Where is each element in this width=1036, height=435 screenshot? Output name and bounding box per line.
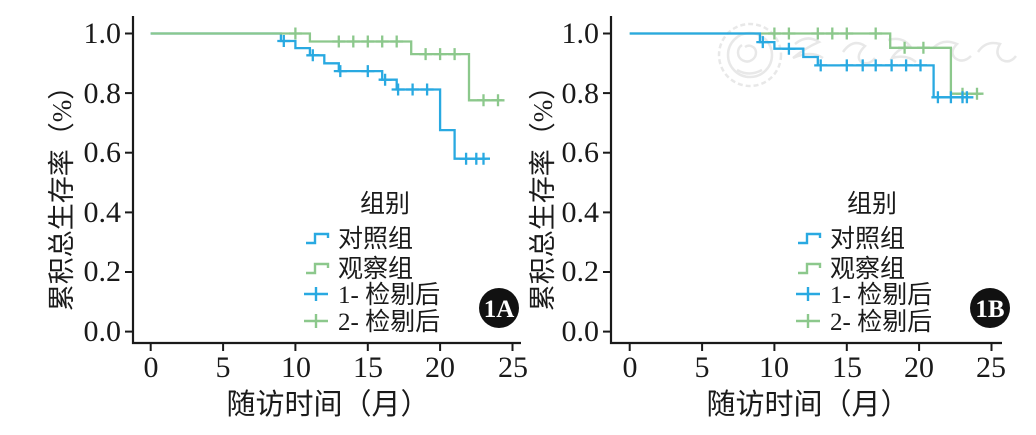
x-tick-label: 15	[832, 351, 862, 384]
legend-step-control-icon	[306, 232, 330, 245]
y-tick-label: 0.8	[562, 77, 600, 110]
y-tick-label: 1.0	[562, 17, 600, 50]
watermark-seal-icon	[717, 22, 1017, 88]
legend-label-control: 对照组	[830, 225, 905, 253]
y-tick-label: 0.0	[562, 315, 600, 348]
y-tick-label: 0.4	[562, 196, 600, 229]
axes-1A	[125, 16, 521, 351]
legend-1B: 组别 对照组 观察组 1- 检剔后 2- 检剔后	[796, 190, 932, 336]
legend-label-censored-2: 2- 检剔后	[338, 308, 440, 336]
legend-plus-control-icon	[304, 287, 328, 301]
x-tick-label: 5	[695, 351, 710, 384]
censor-marks-control	[277, 35, 490, 165]
x-tick-label: 0	[144, 351, 159, 384]
x-axis-title: 随访时间（月）	[226, 388, 429, 421]
x-tick-label: 15	[353, 351, 383, 384]
x-tick-label: 10	[759, 351, 789, 384]
legend-step-observation-icon	[798, 262, 822, 275]
x-tick-label: 25	[498, 351, 528, 384]
y-tick-label: 0.6	[84, 136, 122, 169]
x-tick-label: 5	[216, 351, 231, 384]
panel-badge-1A: 1A	[479, 288, 519, 328]
survival-curves-1B	[629, 27, 984, 104]
x-axis-title: 随访时间（月）	[706, 388, 909, 421]
km-curve-control	[150, 32, 487, 160]
legend-1A: 组别 对照组 观察组 1- 检剔后 2- 检剔后	[304, 190, 440, 336]
badge-circle	[479, 288, 519, 328]
legend-step-observation-icon	[306, 262, 330, 275]
x-tick-label: 25	[976, 351, 1006, 384]
legend-title: 组别	[360, 190, 410, 218]
axis-spines	[131, 16, 521, 345]
y-axis-title: 累积总生存率（%）	[528, 73, 558, 312]
x-tick-label: 20	[425, 351, 455, 384]
y-tick-label: 1.0	[84, 17, 122, 50]
panel-badge-1B: 1B	[970, 288, 1010, 328]
y-tick-label: 0.2	[562, 255, 600, 288]
legend-plus-control-icon	[796, 287, 820, 301]
panel-1B: 1.0 0.8 0.6 0.4 0.2 0.0 0 5 10 15 20 25 …	[528, 16, 1017, 421]
legend-plus-observation-icon	[796, 314, 820, 328]
y-tick-label: 0.6	[562, 136, 600, 169]
y-tick-label: 0.2	[84, 255, 122, 288]
km-curve-control	[629, 32, 969, 99]
censor-marks-control	[756, 36, 974, 104]
legend-plus-observation-icon	[304, 314, 328, 328]
y-axis-title: 累积总生存率（%）	[47, 73, 77, 312]
y-tick-label: 0.0	[84, 315, 122, 348]
km-curve-observation	[629, 32, 982, 95]
legend-label-censored-2: 2- 检剔后	[830, 308, 932, 336]
legend-label-censored-1: 1- 检剔后	[830, 281, 932, 309]
badge-label: 1A	[484, 296, 515, 323]
y-tick-label: 0.4	[84, 196, 122, 229]
legend-step-control-icon	[798, 232, 822, 245]
survival-curves-1A	[150, 27, 505, 165]
axes-1B	[603, 16, 1002, 351]
y-tick-label: 0.8	[84, 77, 122, 110]
x-tick-label: 0	[623, 351, 638, 384]
legend-label-observation: 观察组	[830, 255, 905, 283]
badge-circle	[970, 288, 1010, 328]
censor-marks-observation	[288, 27, 505, 107]
badge-label: 1B	[975, 296, 1004, 323]
x-tick-label: 20	[904, 351, 934, 384]
legend-label-observation: 观察组	[338, 255, 413, 283]
panel-1A: 1.0 0.8 0.6 0.4 0.2 0.0 0 5 10 15 20 25 …	[47, 16, 528, 421]
axis-spines	[609, 16, 1002, 345]
legend-title: 组别	[847, 190, 897, 218]
legend-label-control: 对照组	[338, 225, 413, 253]
legend-label-censored-1: 1- 检剔后	[338, 281, 440, 309]
km-curve-observation	[150, 32, 503, 102]
x-tick-label: 10	[281, 351, 311, 384]
